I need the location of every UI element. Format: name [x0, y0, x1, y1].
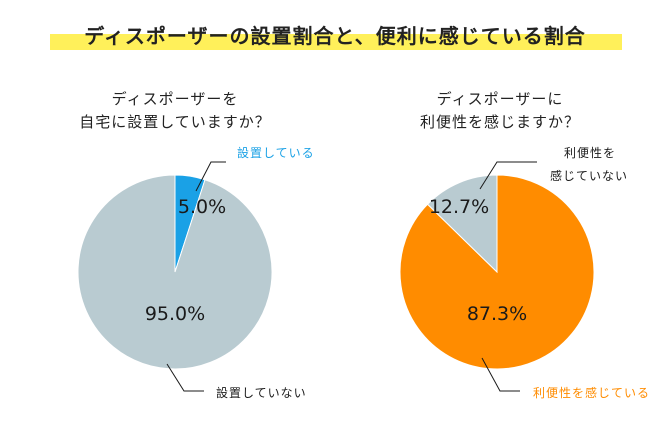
pie-right-slice-2-category-label-line-2: 感じていない [550, 168, 628, 183]
pie-left-slice-2-category-label: 設置していない [216, 385, 307, 400]
chart-left-question-line-1: ディスポーザーを [111, 90, 239, 108]
pie-left-slice-2 [77, 174, 273, 370]
pie-right-slice-1-leader-line [481, 357, 520, 392]
chart-left-question-line-2: 自宅に設置していますか？ [79, 113, 271, 131]
pie-right-slice-2-category-label-line-1: 利便性を [564, 146, 616, 160]
pie-left-slice-1-category-label: 設置している [237, 145, 315, 160]
pie-right-slice-2-category-label: 利便性を感じていない [550, 146, 628, 183]
pie-right-slice-1-category-label-line-1: 利便性を感じている [533, 385, 650, 400]
pie-left-slice-2-value-label: 95.0% [145, 303, 205, 325]
pie-right-slice-2-value-label: 12.7% [429, 196, 489, 218]
pie-right-slice-2-leader-line [479, 161, 537, 190]
pie-left-slice-1-leader-line [195, 161, 226, 192]
title-highlight [50, 34, 622, 50]
pie-right-slice-1-value-label: 87.3% [467, 303, 527, 325]
pie-right-slice-1-category-label: 利便性を感じている [533, 385, 650, 400]
chart-right-question-line-2: 利便性を感じますか？ [419, 113, 580, 131]
pie-left-slice-1-category-label-line-1: 設置している [237, 145, 315, 160]
page-title: ディスポーザーの設置割合と、便利に感じている割合 [84, 24, 586, 48]
pie-left-slice-2-leader-line [166, 363, 204, 392]
pie-left-slice-1-value-label: 5.0% [178, 196, 226, 218]
chart-right-question-line-1: ディスポーザーに [436, 90, 564, 108]
pie-left-slice-2-category-label-line-1: 設置していない [216, 385, 307, 400]
pie-right-slice-2 [426, 174, 498, 274]
chart-left-question: ディスポーザーを 自宅に設置していますか？ [45, 88, 305, 134]
chart-right-question: ディスポーザーに 利便性を感じますか？ [370, 88, 630, 134]
